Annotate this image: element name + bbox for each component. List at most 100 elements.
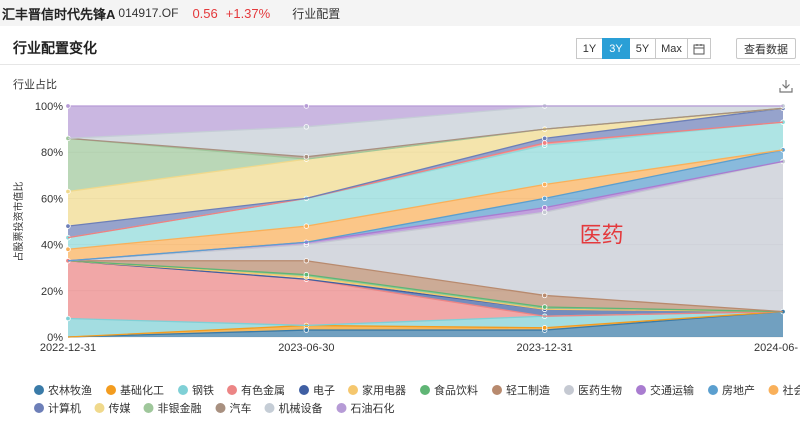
y-tick-label: 40% [41,240,63,252]
legend-item: 轻工制造 [492,383,550,397]
data-point-汽车 [303,154,310,160]
legend-label: 非银金融 [158,401,202,415]
period-3y-button[interactable]: 3Y [602,38,630,59]
legend-label: 电子 [313,384,335,397]
data-point-社会服务 [303,223,310,229]
legend-item: 机械设备 [264,401,323,415]
data-point-石油石化 [65,103,71,109]
y-tick-label: 80% [41,147,63,159]
data-point-钢铁 [65,315,71,322]
legend-marker [768,385,779,395]
area-基础化工 [68,311,783,337]
legend-item: 钢铁 [178,384,214,397]
y-tick-label: 60% [41,193,63,205]
legend-label: 食品饮料 [434,383,478,397]
area-电力设备 [68,122,783,250]
data-point-食品饮料 [541,304,548,310]
legend-marker [215,403,226,413]
fund-header: 汇丰晋信时代先锋A 014917.OF 0.56 +1.37% 行业配置 [0,0,800,26]
legend-item: 医药生物 [564,383,622,397]
x-tick-label: 2023-12-31 [517,342,573,354]
area-有色金属 [68,260,783,326]
download-icon[interactable] [779,79,793,93]
legend-item: 家用电器 [348,383,406,397]
data-point-房地产 [541,195,548,202]
data-point-农林牧渔 [303,327,310,333]
legend-item: 电子 [299,384,335,397]
legend-marker [94,403,105,413]
legend-marker [299,385,309,395]
series-line-计算机 [67,107,784,227]
data-point-交通运输 [541,204,548,211]
series-line-农林牧渔 [67,310,784,338]
divider [0,64,800,65]
area-机械设备 [68,106,783,157]
series-line-国防军工 [67,121,784,239]
data-point-基础化工 [541,325,548,331]
data-point-社会服务 [541,181,548,188]
data-point-传媒 [65,188,71,195]
legend-item: 非银金融 [143,401,202,415]
fund-change: +1.37% [225,5,271,21]
legend-marker [420,385,430,395]
legend-label: 石油石化 [351,401,395,415]
legend-label: 房地产 [722,383,755,397]
legend: 农林牧渔 基础化工 钢铁 有色金属 电子 家用电器 食品饮料 轻工制造 医药生物 交通运输 房地产 社… [34,383,800,415]
legend-item: 石油石化 [336,401,395,415]
series-line-基础化工 [67,310,784,338]
data-point-社会服务 [65,246,71,252]
x-tick-label: 2022-12-31 [40,342,96,354]
legend-marker [143,403,154,413]
data-point-石油石化 [303,103,310,109]
area-轻工制造 [68,260,783,312]
legend-label: 家用电器 [362,383,406,397]
area-钢铁 [68,311,783,337]
area-传媒 [68,108,783,227]
legend-item: 农林牧渔 [34,383,92,397]
legend-label: 钢铁 [192,384,214,397]
calendar-icon [693,43,705,54]
legend-marker [492,385,502,395]
calendar-button[interactable] [687,38,711,59]
card-title: 行业配置变化 [13,40,97,56]
series-line-家用电器 [67,260,784,313]
data-point-食品饮料 [303,271,310,278]
area-医药生物 [68,161,783,312]
legend-marker [178,385,188,395]
y-tick-label: 100% [35,101,63,113]
legend-item: 传媒 [94,402,131,415]
annotation-label: 医药 [580,222,624,247]
section-tab-industry-allocation[interactable]: 行业配置 [292,6,341,21]
period-selector: 1Y 3Y 5Y Max [576,38,711,59]
legend-marker [564,385,574,395]
x-tick-label: 2024-06- [754,342,798,354]
y-axis-label: 占股票投资市值比 [12,182,25,262]
data-point-计算机 [541,135,548,142]
legend-item: 社会服务 [768,383,800,397]
legend-label: 计算机 [48,401,81,415]
fund-code: 014917.OF [118,6,179,20]
area-农林牧渔 [68,311,783,337]
legend-marker [106,385,116,395]
fund-name: 汇丰晋信时代先锋A [2,6,116,22]
legend-item: 交通运输 [636,383,694,397]
legend-item: 有色金属 [227,383,285,397]
series-line-社会服务 [67,149,784,250]
legend-marker [34,403,44,413]
legend-label: 机械设备 [279,401,323,415]
legend-marker [708,385,718,395]
x-tick-label: 2023-06-30 [278,342,334,354]
legend-marker [227,385,237,395]
legend-label: 农林牧渔 [48,383,92,397]
fund-price: 0.56 [192,5,218,21]
legend-marker [34,385,44,395]
data-point-轻工制造 [303,258,310,264]
data-point-医药生物 [541,209,548,215]
data-point-国防军工 [541,140,548,146]
x-axis: 2022-12-31 2023-06-30 2023-12-31 2024-06- [40,342,799,354]
legend-item: 汽车 [215,401,252,415]
period-5y-button[interactable]: 5Y [629,38,656,59]
view-data-button[interactable]: 查看数据 [736,38,796,59]
series-line-房地产 [67,149,784,262]
